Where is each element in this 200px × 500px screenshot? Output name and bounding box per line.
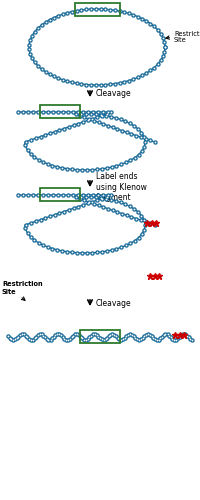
Text: Restriction
Site: Restriction Site xyxy=(2,282,43,294)
Text: Label ends
using Klenow
fragment: Label ends using Klenow fragment xyxy=(96,172,147,202)
Bar xyxy=(75,3,120,16)
Text: Cleavage: Cleavage xyxy=(96,298,132,308)
Bar xyxy=(40,105,80,118)
Text: Restriction
Site: Restriction Site xyxy=(174,30,200,44)
Text: Cleavage: Cleavage xyxy=(96,90,132,98)
Bar xyxy=(80,330,120,343)
Bar xyxy=(40,188,80,201)
